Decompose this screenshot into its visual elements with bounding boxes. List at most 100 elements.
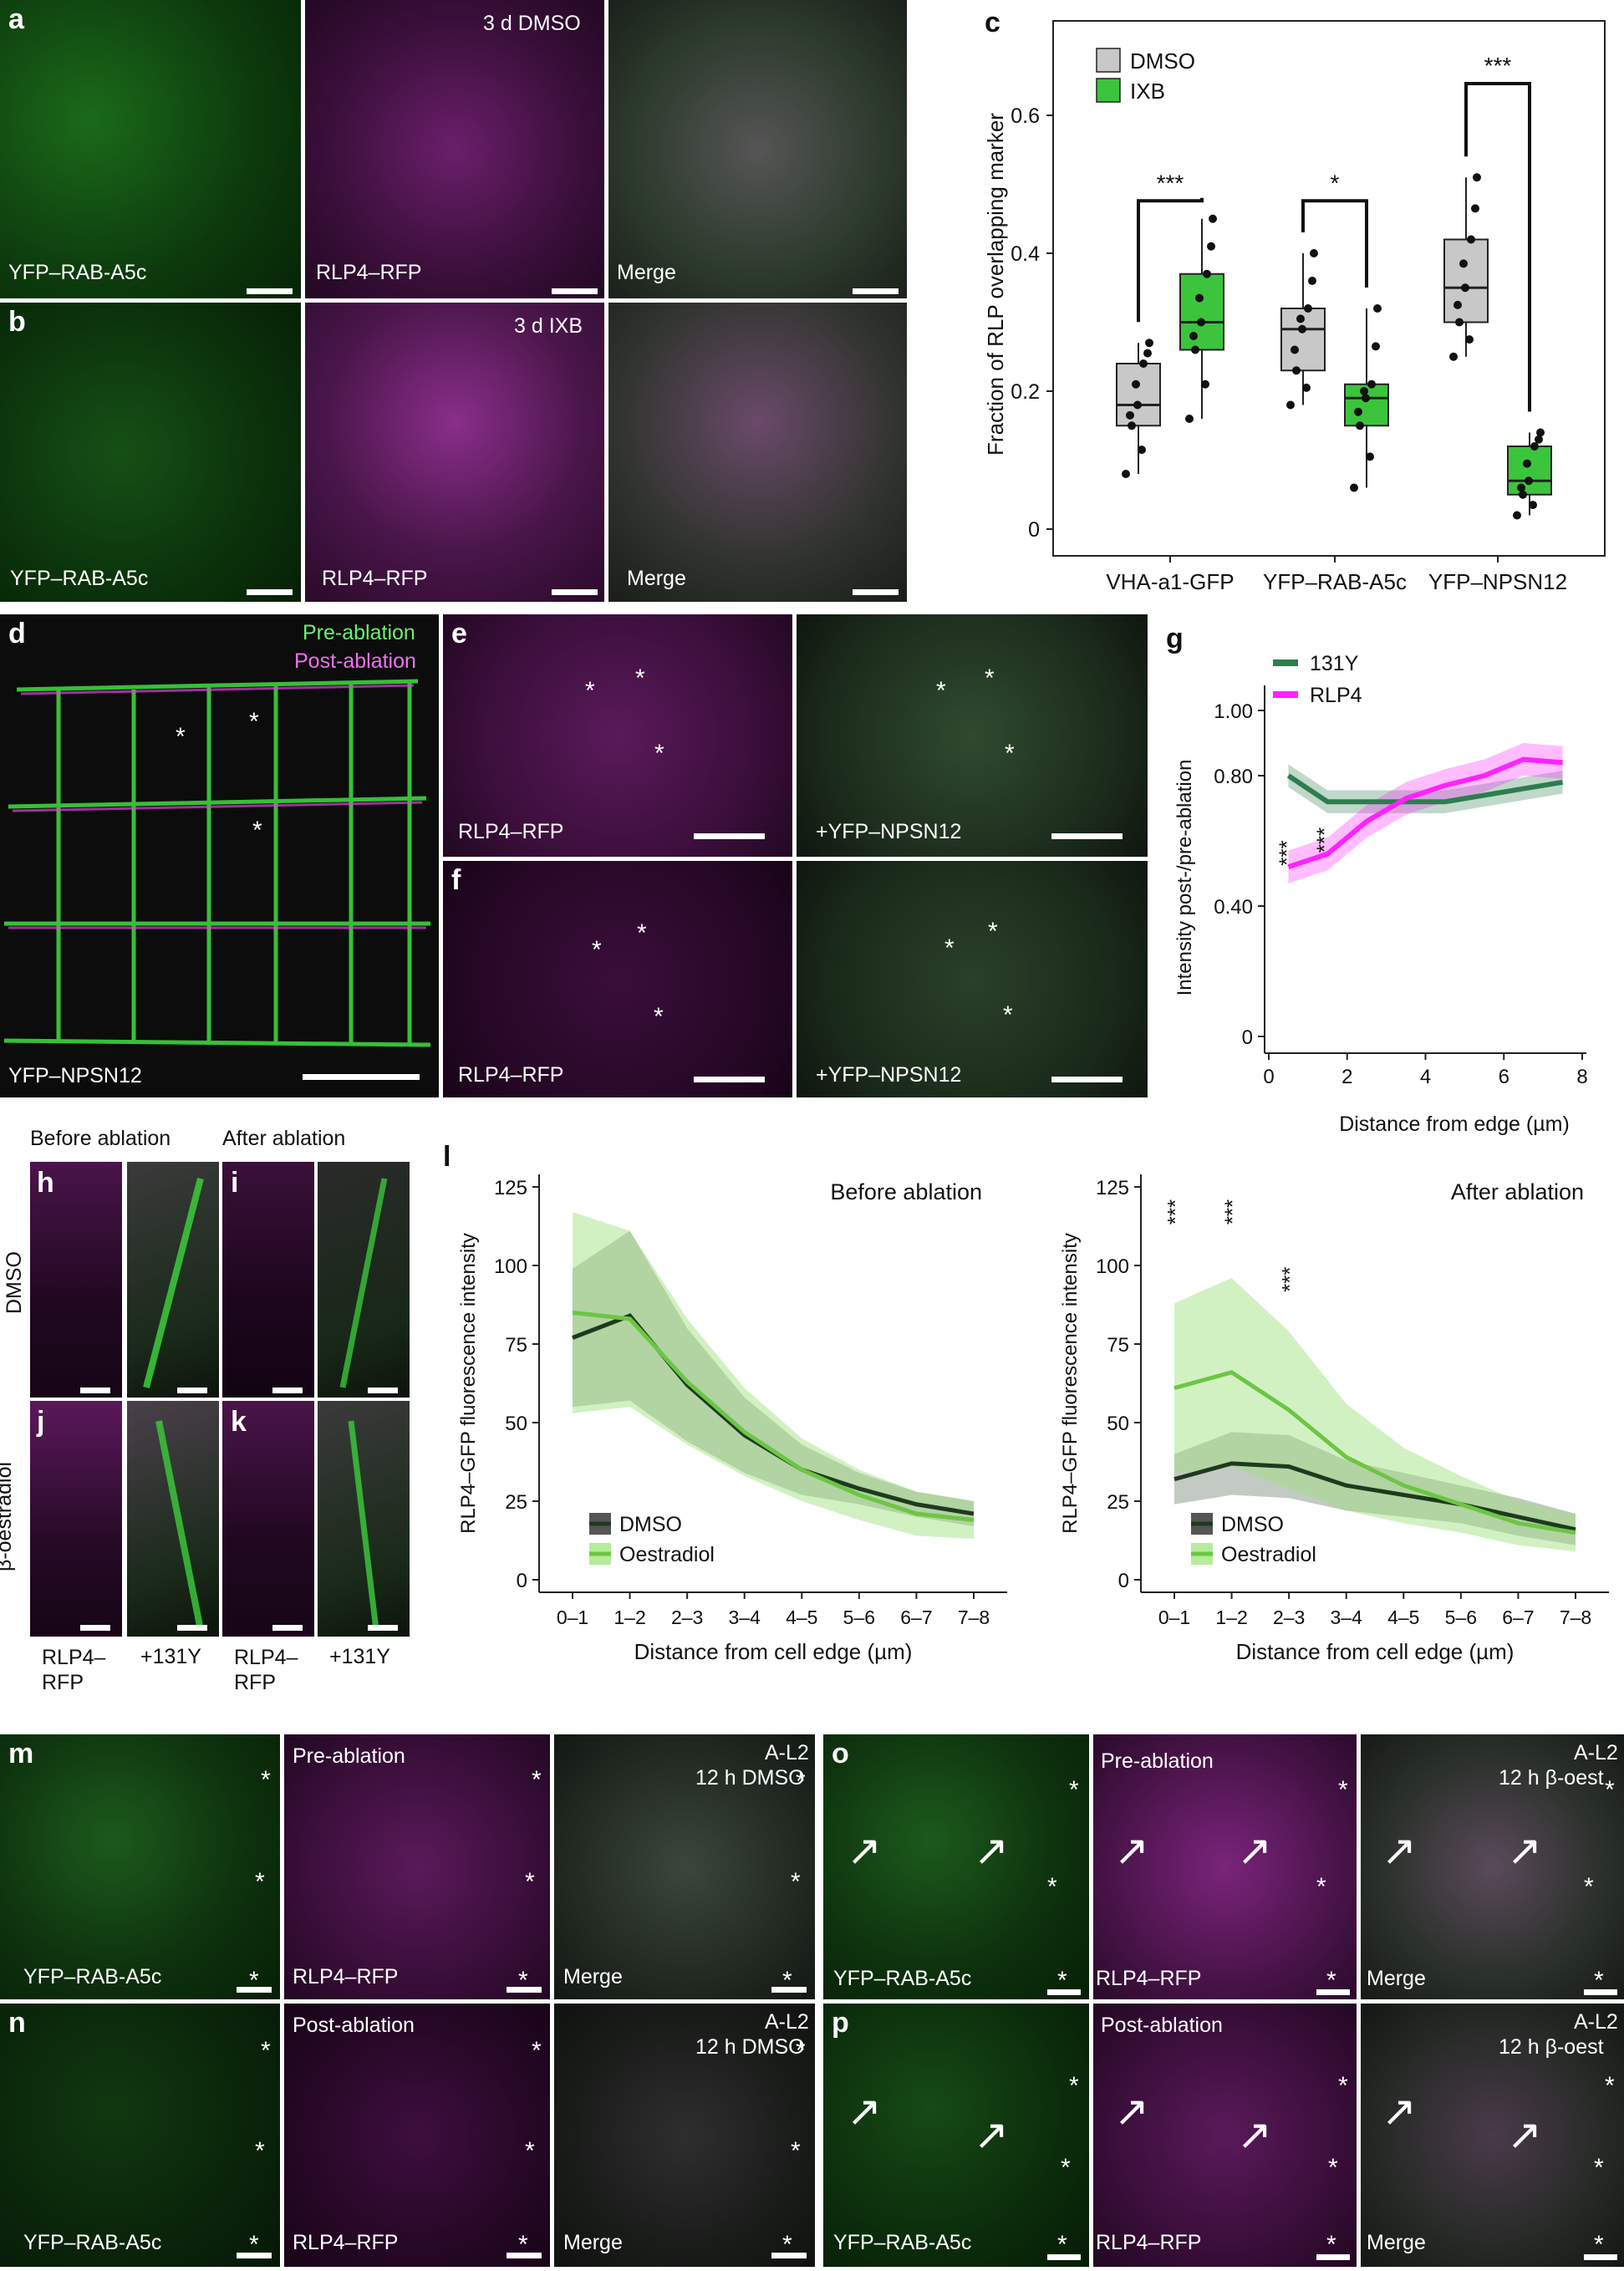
condition-label: 12 h DMSO [695,2035,805,2059]
significance-label: *** [1311,827,1336,853]
channel-label: RLP4–RFP [1096,2231,1202,2254]
scale-bar [1051,1077,1123,1082]
ablation-marker: * [1326,1967,1336,1994]
ablation-marker: * [249,1967,259,1994]
panel-j-magenta-image [30,1401,122,1637]
x-tick-label: 7–8 [1560,1607,1591,1628]
legend-label: DMSO [619,1513,682,1536]
data-point [1189,332,1198,340]
confidence-band [1174,1278,1576,1552]
data-point [1471,204,1479,213]
panel-n: n Post-ablation A-L2 12 h DMSO * * * * *… [0,2004,815,2267]
panel-j-merge-image [127,1401,219,1637]
data-point [1525,476,1533,486]
scale-bar [694,833,765,839]
y-tick-label: 75 [505,1334,527,1357]
y-tick-label: 75 [1107,1334,1129,1357]
y-tick-label: 100 [494,1255,527,1278]
panel-letter: i [231,1167,239,1199]
data-point [1459,259,1468,268]
x-tick-label: YFP–RAB-A5c [1263,569,1407,594]
scale-bar [237,2253,272,2258]
panel-m-magenta-image [284,1734,550,1999]
significance-label: *** [1277,1267,1302,1292]
ablation-marker: * [249,708,259,736]
ablation-marker: * [1069,1776,1079,1804]
ablation-marker: * [585,677,595,705]
significance-bracket [1464,82,1531,412]
condition-label: A-L2 [765,1741,809,1764]
ablation-marker: * [532,1766,542,1794]
panel-letter: g [1166,623,1184,654]
ablation-marker: * [1316,1873,1326,1901]
channel-label: Merge [627,567,686,590]
legend-swatch-ixb [1096,78,1121,103]
chart-g: g Intensity post-/pre-ablation Distance … [1166,623,1588,1136]
ablation-marker: * [1338,1776,1348,1804]
x-tick-label: 4 [1420,1066,1431,1088]
y-axis-label: Intensity post-/pre-ablation [1173,760,1196,996]
chart-title: Before ablation [830,1179,982,1204]
panel-letter: n [8,2007,26,2039]
scale-bar [80,1388,110,1393]
data-point [1350,483,1358,492]
data-point [1207,242,1215,251]
condition-label: A-L2 [1574,1741,1618,1764]
ablation-marker: * [1326,2231,1336,2258]
scale-bar [177,1625,207,1631]
data-point [1197,318,1205,327]
ablation-marker: * [261,2037,271,2065]
panel-o-green-image [823,1734,1089,1999]
panel-letter: b [8,306,26,338]
ablation-marker: * [255,1868,265,1896]
y-tick-label: 0.80 [1214,766,1253,788]
panel-p-green-image [823,2004,1089,2267]
panel-letter: k [231,1406,247,1438]
arrow-marker: ↗ [1114,2088,1149,2135]
ablation-marker: * [249,2231,259,2258]
panel-f-merge-image [797,861,1148,1097]
panel-n-merge-image [554,2004,815,2267]
y-tick-label: 125 [1096,1177,1129,1199]
y-tick-label: 0 [1242,1026,1253,1049]
legend-post-ablation: Post-ablation [294,649,416,673]
data-point [1191,345,1199,354]
panel-a-green-image [0,0,301,298]
panel-letter: d [8,618,26,649]
y-tick-label: 50 [505,1413,527,1435]
legend-label: 131Y [1310,652,1359,675]
legend-label: RLP4 [1310,684,1362,707]
x-tick-label: 6–7 [900,1607,932,1628]
y-tick-label: 0.40 [1214,896,1253,919]
channel-label: RLP4–RFP [322,567,428,590]
data-point [1139,359,1148,368]
scale-bar [1584,2254,1617,2260]
y-tick-label: 0 [517,1570,527,1592]
legend-label: Oestradiol [1221,1543,1316,1566]
series-line-dmso [1173,1461,1576,1532]
significance-bracket [1137,197,1204,323]
panel-p: p Post-ablation A-L2 12 h β-oest ↗ ↗ ↗ ↗… [823,2004,1624,2267]
x-tick-label: 6–7 [1502,1607,1534,1628]
data-point [1372,342,1380,351]
panel-e: e * * * * * * RLP4–RFP +YFP–NPSN12 [443,614,1212,857]
column-label: RLP4– RFP [234,1646,298,1694]
legend: DMSO IXB [1096,48,1195,104]
ablation-marker: * [1005,740,1015,767]
membrane-traces [143,1177,388,1631]
scale-bar [247,589,293,595]
scale-bar [853,589,899,595]
ablation-marker: * [1594,2231,1604,2258]
x-axis-label: Distance from cell edge (µm) [634,1639,913,1664]
data-point [1519,490,1527,499]
data-point [1536,428,1545,437]
y-tick-label: 0.4 [1011,242,1040,266]
scale-bar [552,589,598,595]
ablation-marker: * [1003,1001,1013,1029]
legend-label: DMSO [1130,48,1195,74]
x-tick-label: 0 [1263,1066,1274,1088]
x-tick-label: 5–6 [1445,1607,1477,1628]
x-tick-label: 3–4 [729,1607,761,1628]
series-line-oestradiol [572,1310,975,1523]
panel-e-magenta-image [443,614,792,857]
